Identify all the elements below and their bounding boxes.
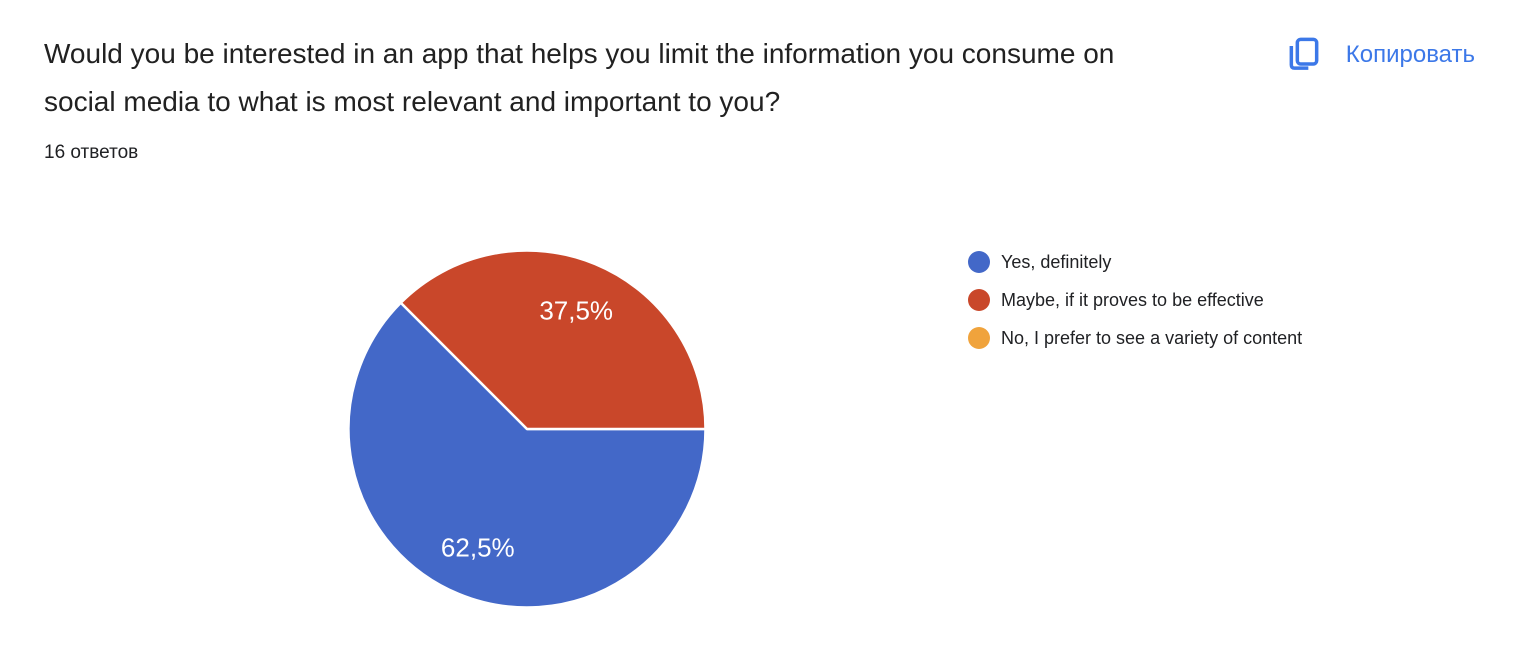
copy-button[interactable]: Копировать: [1283, 32, 1475, 78]
pie-slice-2[interactable]: [399, 249, 707, 431]
legend-label: Yes, definitely: [1001, 251, 1112, 272]
legend-label: No, I prefer to see a variety of content: [1001, 327, 1303, 348]
legend-dot: [968, 251, 990, 273]
legend-item-2: Maybe, if it proves to be effective: [968, 281, 1302, 319]
legend-item-3: No, I prefer to see a variety of content: [968, 319, 1302, 357]
pie-slice-1[interactable]: [347, 301, 707, 609]
responses-count: 16 ответов: [44, 142, 139, 163]
copy-icon: [1283, 32, 1323, 78]
pie-chart: 62,5% 37,5%: [347, 249, 707, 609]
copy-button-label: Копировать: [1345, 41, 1475, 68]
pie-slice-label: 37,5%: [539, 295, 613, 325]
question-title: Would you be interested in an app that h…: [44, 38, 1115, 117]
pie-slice-label: 62,5%: [441, 533, 515, 563]
chart-legend: Yes, definitely Maybe, if it proves to be…: [968, 243, 1302, 357]
legend-dot: [968, 327, 990, 349]
legend-item-1: Yes, definitely: [968, 243, 1302, 281]
legend-label: Maybe, if it proves to be effective: [1001, 289, 1264, 310]
legend-dot: [968, 289, 990, 311]
